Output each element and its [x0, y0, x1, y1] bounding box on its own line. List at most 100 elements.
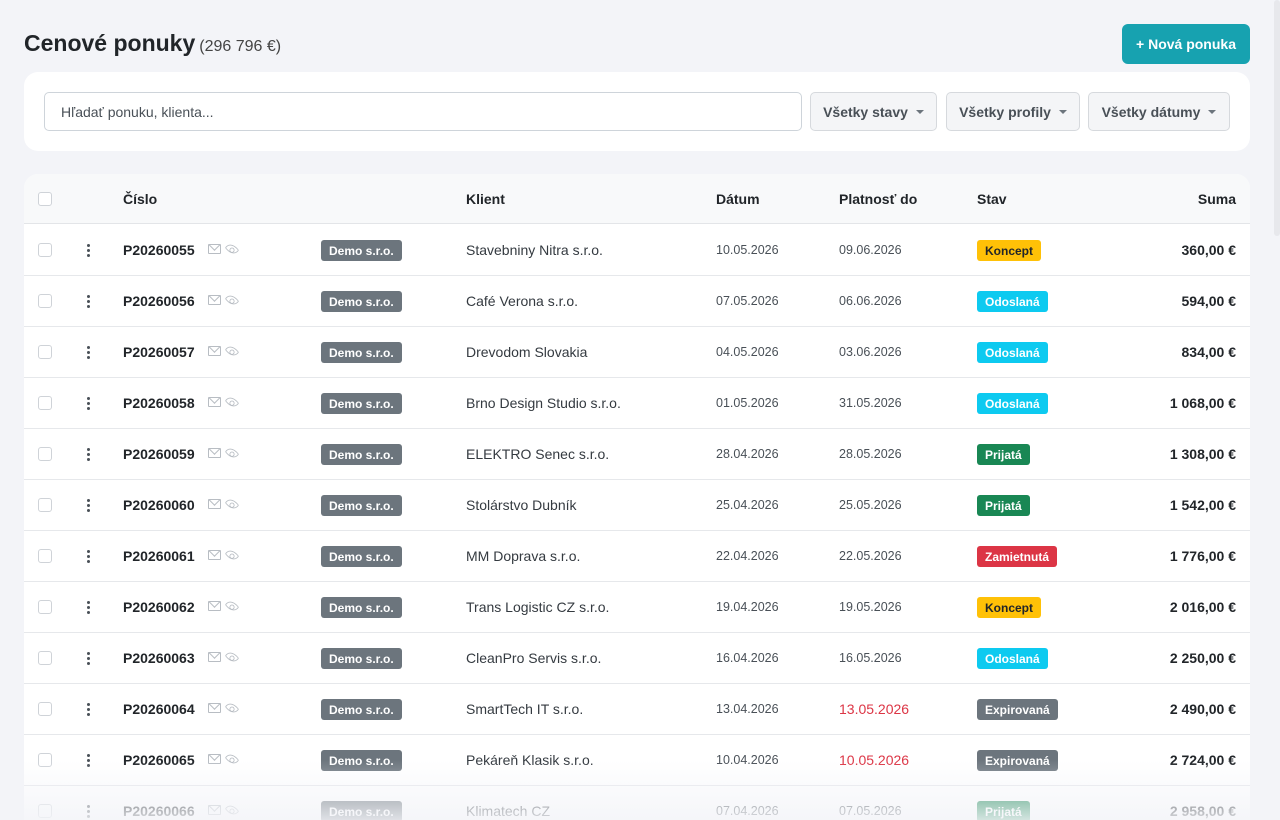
profile-badge: Demo s.r.o.: [321, 342, 402, 363]
status-filter-dropdown[interactable]: Všetky stavy: [810, 92, 937, 131]
valid-until-date: 06.06.2026: [839, 294, 902, 308]
row-checkbox[interactable]: [38, 753, 52, 767]
status-badge: Prijatá: [977, 495, 1030, 516]
eye-icon: [224, 241, 240, 257]
quote-number[interactable]: P20260055: [123, 242, 195, 258]
kebab-menu-icon[interactable]: [82, 241, 94, 259]
row-checkbox[interactable]: [38, 447, 52, 461]
quote-number[interactable]: P20260066: [123, 803, 195, 819]
table-row[interactable]: P20260061 Demo s.r.o. MM Doprava s.r.o. 22.…: [24, 531, 1250, 582]
quote-date: 19.04.2026: [716, 600, 779, 614]
page-scrollbar[interactable]: [1274, 0, 1280, 236]
status-badge: Koncept: [977, 597, 1041, 618]
row-checkbox[interactable]: [38, 549, 52, 563]
profile-badge: Demo s.r.o.: [321, 495, 402, 516]
page-header: Cenové ponuky (296 796 €) + Nová ponuka: [24, 24, 1250, 64]
kebab-menu-icon[interactable]: [82, 598, 94, 616]
column-header-sum[interactable]: Suma: [1197, 191, 1236, 207]
valid-until-date: 22.05.2026: [839, 549, 902, 563]
date-filter-dropdown[interactable]: Všetky dátumy: [1088, 92, 1230, 131]
valid-until-date: 16.05.2026: [839, 651, 902, 665]
row-checkbox[interactable]: [38, 243, 52, 257]
quote-number[interactable]: P20260063: [123, 650, 195, 666]
kebab-menu-icon[interactable]: [82, 496, 94, 514]
row-checkbox[interactable]: [38, 600, 52, 614]
quote-date: 10.05.2026: [716, 243, 779, 257]
quote-number[interactable]: P20260059: [123, 446, 195, 462]
eye-icon: [224, 802, 240, 818]
table-row[interactable]: P20260060 Demo s.r.o. Stolárstvo Dubník 25.…: [24, 480, 1250, 531]
kebab-menu-icon[interactable]: [82, 547, 94, 565]
quote-sum: 2 016,00 €: [1169, 599, 1236, 615]
row-checkbox[interactable]: [38, 702, 52, 716]
status-badge: Odoslaná: [977, 648, 1048, 669]
mail-icon: [208, 397, 221, 407]
kebab-menu-icon[interactable]: [82, 700, 94, 718]
quote-number[interactable]: P20260058: [123, 395, 195, 411]
client-name: Brno Design Studio s.r.o.: [466, 395, 621, 411]
profile-filter-dropdown[interactable]: Všetky profily: [946, 92, 1080, 131]
quotes-table: Číslo Klient Dátum Platnosť do Stav Suma…: [24, 174, 1250, 820]
table-row[interactable]: P20260062 Demo s.r.o. Trans Logistic CZ s.…: [24, 582, 1250, 633]
row-checkbox[interactable]: [38, 396, 52, 410]
quote-number[interactable]: P20260061: [123, 548, 195, 564]
quote-number[interactable]: P20260060: [123, 497, 195, 513]
status-badge: Expirovaná: [977, 750, 1058, 771]
client-name: Klimatech CZ: [466, 803, 551, 819]
mail-icon: [208, 244, 221, 254]
quote-sum: 2 724,00 €: [1169, 752, 1236, 768]
select-all-checkbox[interactable]: [38, 192, 52, 206]
column-header-number[interactable]: Číslo: [123, 191, 158, 207]
profile-badge: Demo s.r.o.: [321, 546, 402, 567]
column-header-valid-until[interactable]: Platnosť do: [839, 191, 918, 207]
profile-badge: Demo s.r.o.: [321, 393, 402, 414]
table-row[interactable]: P20260063 Demo s.r.o. CleanPro Servis s.r.…: [24, 633, 1250, 684]
table-row[interactable]: P20260066 Demo s.r.o. Klimatech CZ 07.04.20…: [24, 786, 1250, 820]
quote-sum: 2 250,00 €: [1169, 650, 1236, 666]
quote-date: 16.04.2026: [716, 651, 779, 665]
quote-sum: 834,00 €: [1181, 344, 1237, 360]
kebab-menu-icon[interactable]: [82, 394, 94, 412]
filter-bar: Všetky stavy Všetky profily Všetky dátum…: [24, 72, 1250, 151]
row-checkbox[interactable]: [38, 345, 52, 359]
quote-number[interactable]: P20260064: [123, 701, 195, 717]
column-header-client[interactable]: Klient: [466, 191, 505, 207]
new-quote-button[interactable]: + Nová ponuka: [1122, 24, 1250, 64]
table-row[interactable]: P20260055 Demo s.r.o. Stavebniny Nitra s.r…: [24, 225, 1250, 276]
table-row[interactable]: P20260064 Demo s.r.o. SmartTech IT s.r.o. 1…: [24, 684, 1250, 735]
quote-date: 10.04.2026: [716, 753, 779, 767]
search-input[interactable]: [44, 92, 802, 131]
valid-until-date: 19.05.2026: [839, 600, 902, 614]
column-header-status[interactable]: Stav: [977, 191, 1007, 207]
kebab-menu-icon[interactable]: [82, 751, 94, 769]
kebab-menu-icon[interactable]: [82, 292, 94, 310]
quote-sum: 1 776,00 €: [1169, 548, 1236, 564]
kebab-menu-icon[interactable]: [82, 343, 94, 361]
row-checkbox[interactable]: [38, 294, 52, 308]
valid-until-date: 31.05.2026: [839, 396, 902, 410]
row-checkbox[interactable]: [38, 804, 52, 818]
row-checkbox[interactable]: [38, 651, 52, 665]
valid-until-date: 03.06.2026: [839, 345, 902, 359]
status-badge: Prijatá: [977, 801, 1030, 820]
status-badge: Zamietnutá: [977, 546, 1058, 567]
quote-sum: 360,00 €: [1181, 242, 1237, 258]
table-row[interactable]: P20260056 Demo s.r.o. Café Verona s.r.o. 07…: [24, 276, 1250, 327]
table-row[interactable]: P20260059 Demo s.r.o. ELEKTRO Senec s.r.o.…: [24, 429, 1250, 480]
quote-number[interactable]: P20260062: [123, 599, 195, 615]
quote-number[interactable]: P20260065: [123, 752, 195, 768]
kebab-menu-icon[interactable]: [82, 802, 94, 820]
table-row[interactable]: P20260057 Demo s.r.o. Drevodom Slovakia 04.…: [24, 327, 1250, 378]
row-checkbox[interactable]: [38, 498, 52, 512]
column-header-date[interactable]: Dátum: [716, 191, 760, 207]
eye-icon: [224, 394, 240, 410]
valid-until-date: 07.05.2026: [839, 804, 902, 818]
valid-until-date: 09.06.2026: [839, 243, 902, 257]
quote-number[interactable]: P20260056: [123, 293, 195, 309]
table-row[interactable]: P20260065 Demo s.r.o. Pekáreň Klasik s.r.o…: [24, 735, 1250, 786]
kebab-menu-icon[interactable]: [82, 445, 94, 463]
quote-number[interactable]: P20260057: [123, 344, 195, 360]
kebab-menu-icon[interactable]: [82, 649, 94, 667]
eye-icon: [224, 751, 240, 767]
table-row[interactable]: P20260058 Demo s.r.o. Brno Design Studio s…: [24, 378, 1250, 429]
